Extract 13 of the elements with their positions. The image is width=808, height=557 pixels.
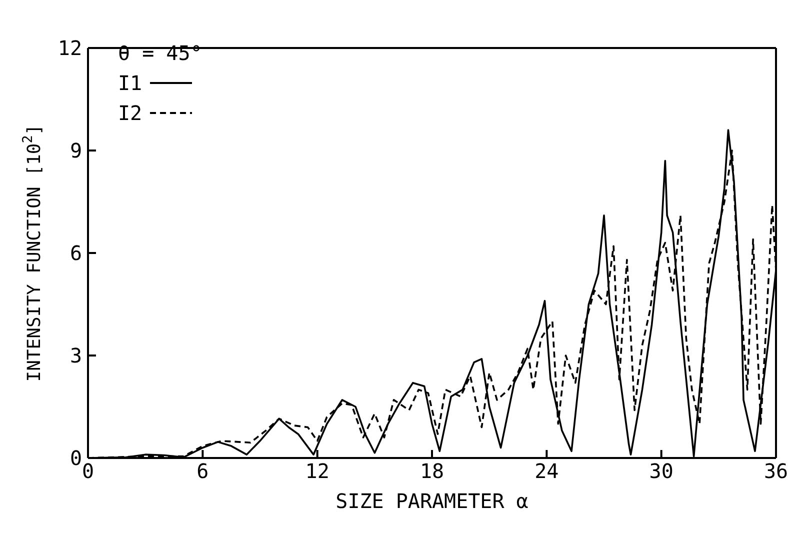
- x-tick-label: 6: [196, 459, 209, 484]
- x-tick-label: 18: [420, 459, 444, 484]
- x-tick-label: 36: [764, 459, 788, 484]
- x-tick-label: 24: [534, 459, 559, 484]
- y-tick-label: 6: [70, 241, 82, 266]
- x-tick-label: 30: [649, 459, 674, 484]
- y-tick-label: 9: [70, 138, 82, 163]
- legend-label: I1: [118, 70, 142, 97]
- y-tick-label: 12: [58, 36, 82, 60]
- y-tick-label: 3: [70, 344, 82, 368]
- x-axis-title: SIZE PARAMETER α: [336, 489, 528, 513]
- x-tick-label: 12: [305, 459, 330, 484]
- legend-label: I2: [118, 100, 142, 127]
